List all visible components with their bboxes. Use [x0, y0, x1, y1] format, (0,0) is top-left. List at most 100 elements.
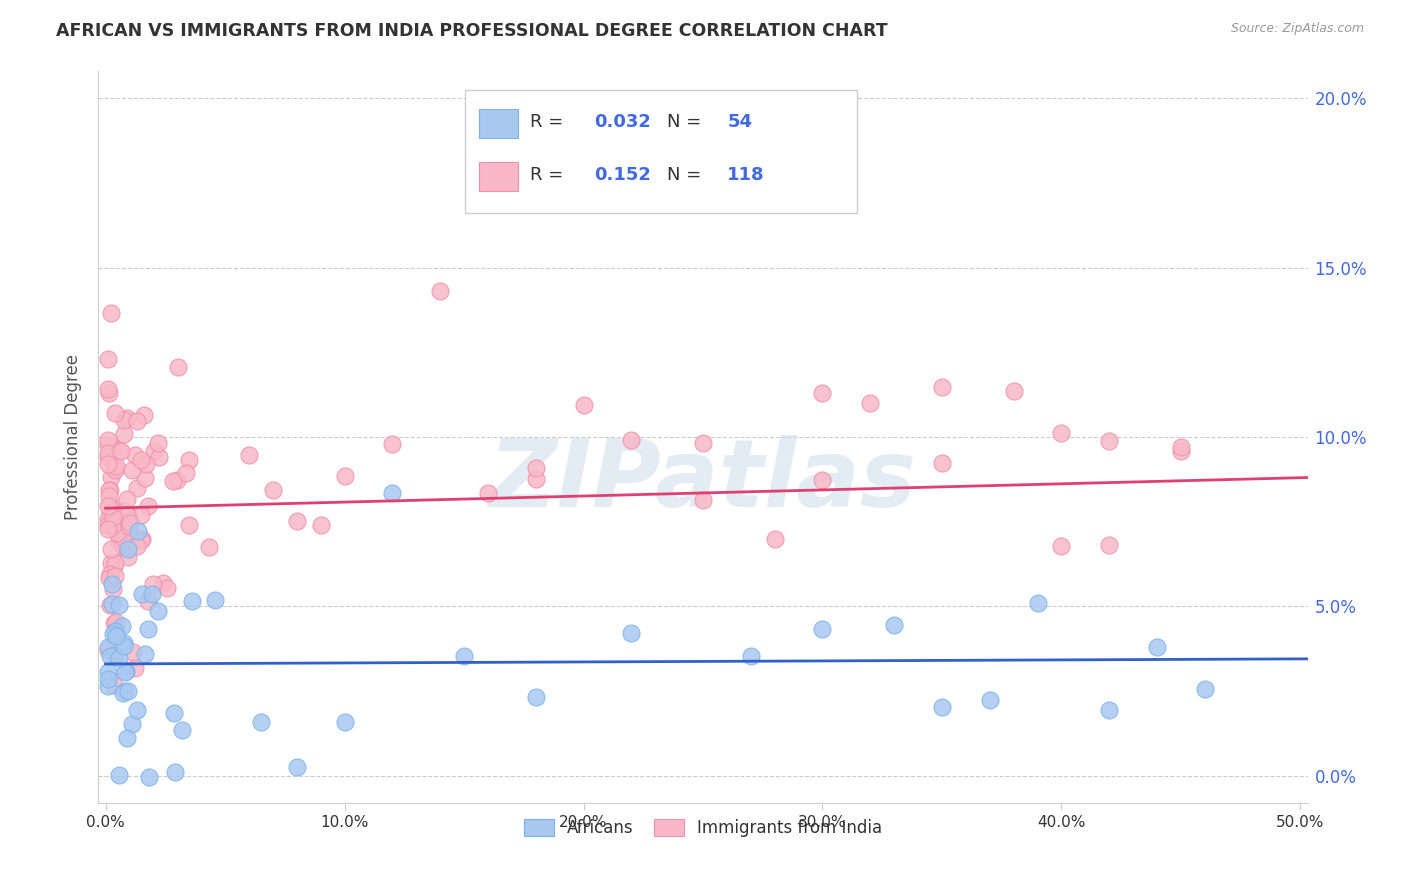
Point — [141, 586, 163, 600]
Point — [125, 414, 148, 428]
Point — [163, 764, 186, 779]
Point — [103, 648, 125, 662]
Text: N =: N = — [666, 166, 707, 184]
Point — [100, 567, 122, 582]
Point — [105, 629, 128, 643]
Point — [620, 433, 643, 447]
Point — [136, 499, 159, 513]
Point — [121, 463, 143, 477]
Point — [97, 665, 120, 680]
FancyBboxPatch shape — [465, 90, 856, 212]
Point — [134, 408, 156, 422]
Point — [114, 427, 136, 442]
Point — [108, 768, 131, 782]
Point — [1098, 703, 1121, 717]
Point — [118, 516, 141, 530]
Point — [101, 576, 124, 591]
Point — [1050, 425, 1073, 440]
Point — [811, 474, 834, 488]
Point — [131, 587, 153, 601]
Point — [97, 386, 120, 401]
Point — [1098, 434, 1121, 449]
Point — [98, 511, 121, 525]
Point — [931, 700, 953, 714]
Point — [111, 619, 134, 633]
Point — [381, 437, 404, 451]
Point — [477, 485, 499, 500]
Point — [152, 575, 174, 590]
Point — [97, 512, 120, 526]
Point — [166, 473, 188, 487]
Point — [101, 627, 124, 641]
Text: AFRICAN VS IMMIGRANTS FROM INDIA PROFESSIONAL DEGREE CORRELATION CHART: AFRICAN VS IMMIGRANTS FROM INDIA PROFESS… — [56, 22, 887, 40]
Point — [1098, 538, 1121, 552]
Point — [104, 406, 127, 420]
Point — [103, 556, 125, 570]
FancyBboxPatch shape — [479, 109, 517, 138]
Point — [108, 534, 131, 549]
Point — [620, 626, 643, 640]
Point — [174, 467, 197, 481]
Point — [108, 526, 131, 541]
Point — [97, 672, 120, 686]
Point — [122, 645, 145, 659]
Point — [97, 517, 120, 532]
Point — [114, 664, 136, 678]
Point — [97, 642, 120, 657]
Point — [142, 444, 165, 458]
Point — [121, 716, 143, 731]
Point — [1170, 443, 1192, 458]
Point — [204, 593, 226, 607]
Point — [97, 489, 120, 503]
Point — [129, 508, 152, 523]
Point — [115, 492, 138, 507]
Point — [97, 382, 120, 396]
Point — [883, 618, 905, 632]
Point — [100, 557, 122, 571]
Point — [108, 442, 131, 457]
Point — [117, 508, 139, 523]
Text: R =: R = — [530, 113, 569, 131]
Point — [98, 571, 121, 585]
Point — [125, 481, 148, 495]
Point — [117, 541, 139, 556]
Point — [117, 508, 139, 522]
Point — [740, 649, 762, 664]
Point — [127, 524, 149, 539]
Point — [692, 436, 714, 450]
Point — [103, 461, 125, 475]
Point — [124, 661, 146, 675]
Point — [124, 448, 146, 462]
Point — [146, 436, 169, 450]
Point — [117, 684, 139, 698]
Point — [429, 285, 451, 299]
Point — [262, 483, 284, 497]
Point — [112, 635, 135, 649]
Point — [333, 468, 356, 483]
Point — [979, 693, 1001, 707]
Point — [931, 456, 953, 470]
Text: 118: 118 — [727, 166, 765, 184]
Text: 54: 54 — [727, 113, 752, 131]
Point — [105, 615, 128, 629]
Point — [98, 506, 121, 520]
Point — [103, 616, 125, 631]
Point — [103, 510, 125, 524]
Text: ZIPatlas: ZIPatlas — [489, 435, 917, 527]
Point — [107, 598, 129, 612]
Point — [98, 648, 121, 663]
Point — [1146, 640, 1168, 654]
Point — [333, 714, 356, 729]
Point — [104, 568, 127, 582]
Point — [97, 640, 120, 654]
Point — [111, 536, 134, 550]
Point — [1194, 681, 1216, 696]
Text: Source: ZipAtlas.com: Source: ZipAtlas.com — [1230, 22, 1364, 36]
Point — [101, 598, 124, 612]
Point — [115, 731, 138, 745]
Text: N =: N = — [666, 113, 707, 131]
Point — [129, 452, 152, 467]
Point — [111, 686, 134, 700]
Point — [97, 450, 120, 464]
Point — [101, 518, 124, 533]
